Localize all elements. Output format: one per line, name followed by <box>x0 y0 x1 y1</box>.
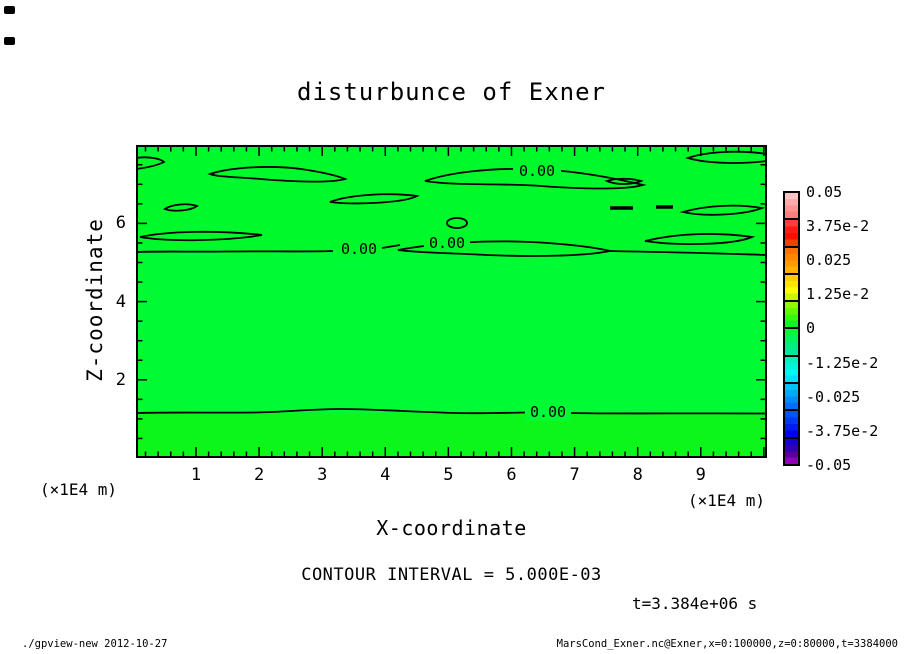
zero-contour-lower <box>136 408 526 415</box>
colorbar-segment <box>785 247 798 275</box>
colorbar-segment <box>785 329 798 357</box>
colorbar-label: -1.25e-2 <box>806 353 879 372</box>
y-tick-label: 4 <box>115 291 126 312</box>
x-axis-title: X-coordinate <box>376 516 527 540</box>
colorbar-segment <box>785 274 798 303</box>
window-artifact-icon <box>4 6 15 14</box>
colorbar-segment <box>785 384 798 412</box>
colorbar-segment <box>785 438 798 464</box>
field-lower-band <box>136 413 767 458</box>
contour-label: 0.00 <box>530 403 566 421</box>
colorbar-label: 1.25e-2 <box>806 285 870 304</box>
x-tick-label: 5 <box>443 465 454 485</box>
colorbar-label: 0.05 <box>806 183 843 201</box>
zero-contour-upper <box>136 250 334 253</box>
y-axis-unit-label: (×1E4 m) <box>40 480 118 499</box>
colorbar-label: 3.75e-2 <box>806 217 870 236</box>
plot-frame <box>136 145 767 458</box>
x-axis-unit-label: (×1E4 m) <box>688 491 766 510</box>
x-tick-label: 6 <box>506 465 517 485</box>
x-tick-label: 7 <box>569 465 580 485</box>
footer-source-text: MarsCond_Exner.nc@Exner,x=0:100000,z=0:8… <box>556 638 898 650</box>
colorbar-segment <box>785 302 798 330</box>
field-middle-band <box>136 252 767 413</box>
footer-command-text: ./gpview-new 2012-10-27 <box>22 638 168 650</box>
colorbar-label: -0.05 <box>806 455 852 474</box>
contour-label: 0.00 <box>341 240 377 258</box>
y-tick-label: 2 <box>115 369 126 390</box>
contour-lines <box>136 150 767 415</box>
contour-interval-note: CONTOUR INTERVAL = 5.000E-03 <box>301 565 602 585</box>
colorbar <box>783 191 800 466</box>
page-title: disturbunce of Exner <box>297 78 606 106</box>
colorbar-segment <box>785 356 798 385</box>
x-tick-label: 3 <box>317 465 328 485</box>
time-annotation: t=3.384e+06 s <box>632 594 758 613</box>
contour-label-group: 0.00 0.00 0.00 0.00 <box>337 162 571 421</box>
colorbar-label: -0.025 <box>806 387 861 406</box>
axis-tick-marks <box>138 147 765 456</box>
window-artifact-icon <box>4 37 15 45</box>
contour-label: 0.00 <box>429 234 465 252</box>
x-tick-label: 8 <box>632 465 643 485</box>
x-tick-label: 2 <box>253 465 265 485</box>
colorbar-segment <box>785 411 798 439</box>
x-tick-label: 4 <box>380 465 391 485</box>
colorbar-label: 0 <box>806 319 816 338</box>
contour-label: 0.00 <box>519 162 555 180</box>
colorbar-label: 0.025 <box>806 251 852 270</box>
x-tick-label: 1 <box>190 465 202 485</box>
x-tick-label: 9 <box>695 465 706 485</box>
contour-plot: 0.00 0.00 0.00 0.00 <box>136 145 767 458</box>
colorbar-segment <box>785 220 798 248</box>
colorbar-label: -3.75e-2 <box>806 421 879 440</box>
colorbar-segment <box>785 193 798 221</box>
y-tick-label: 6 <box>115 213 126 234</box>
